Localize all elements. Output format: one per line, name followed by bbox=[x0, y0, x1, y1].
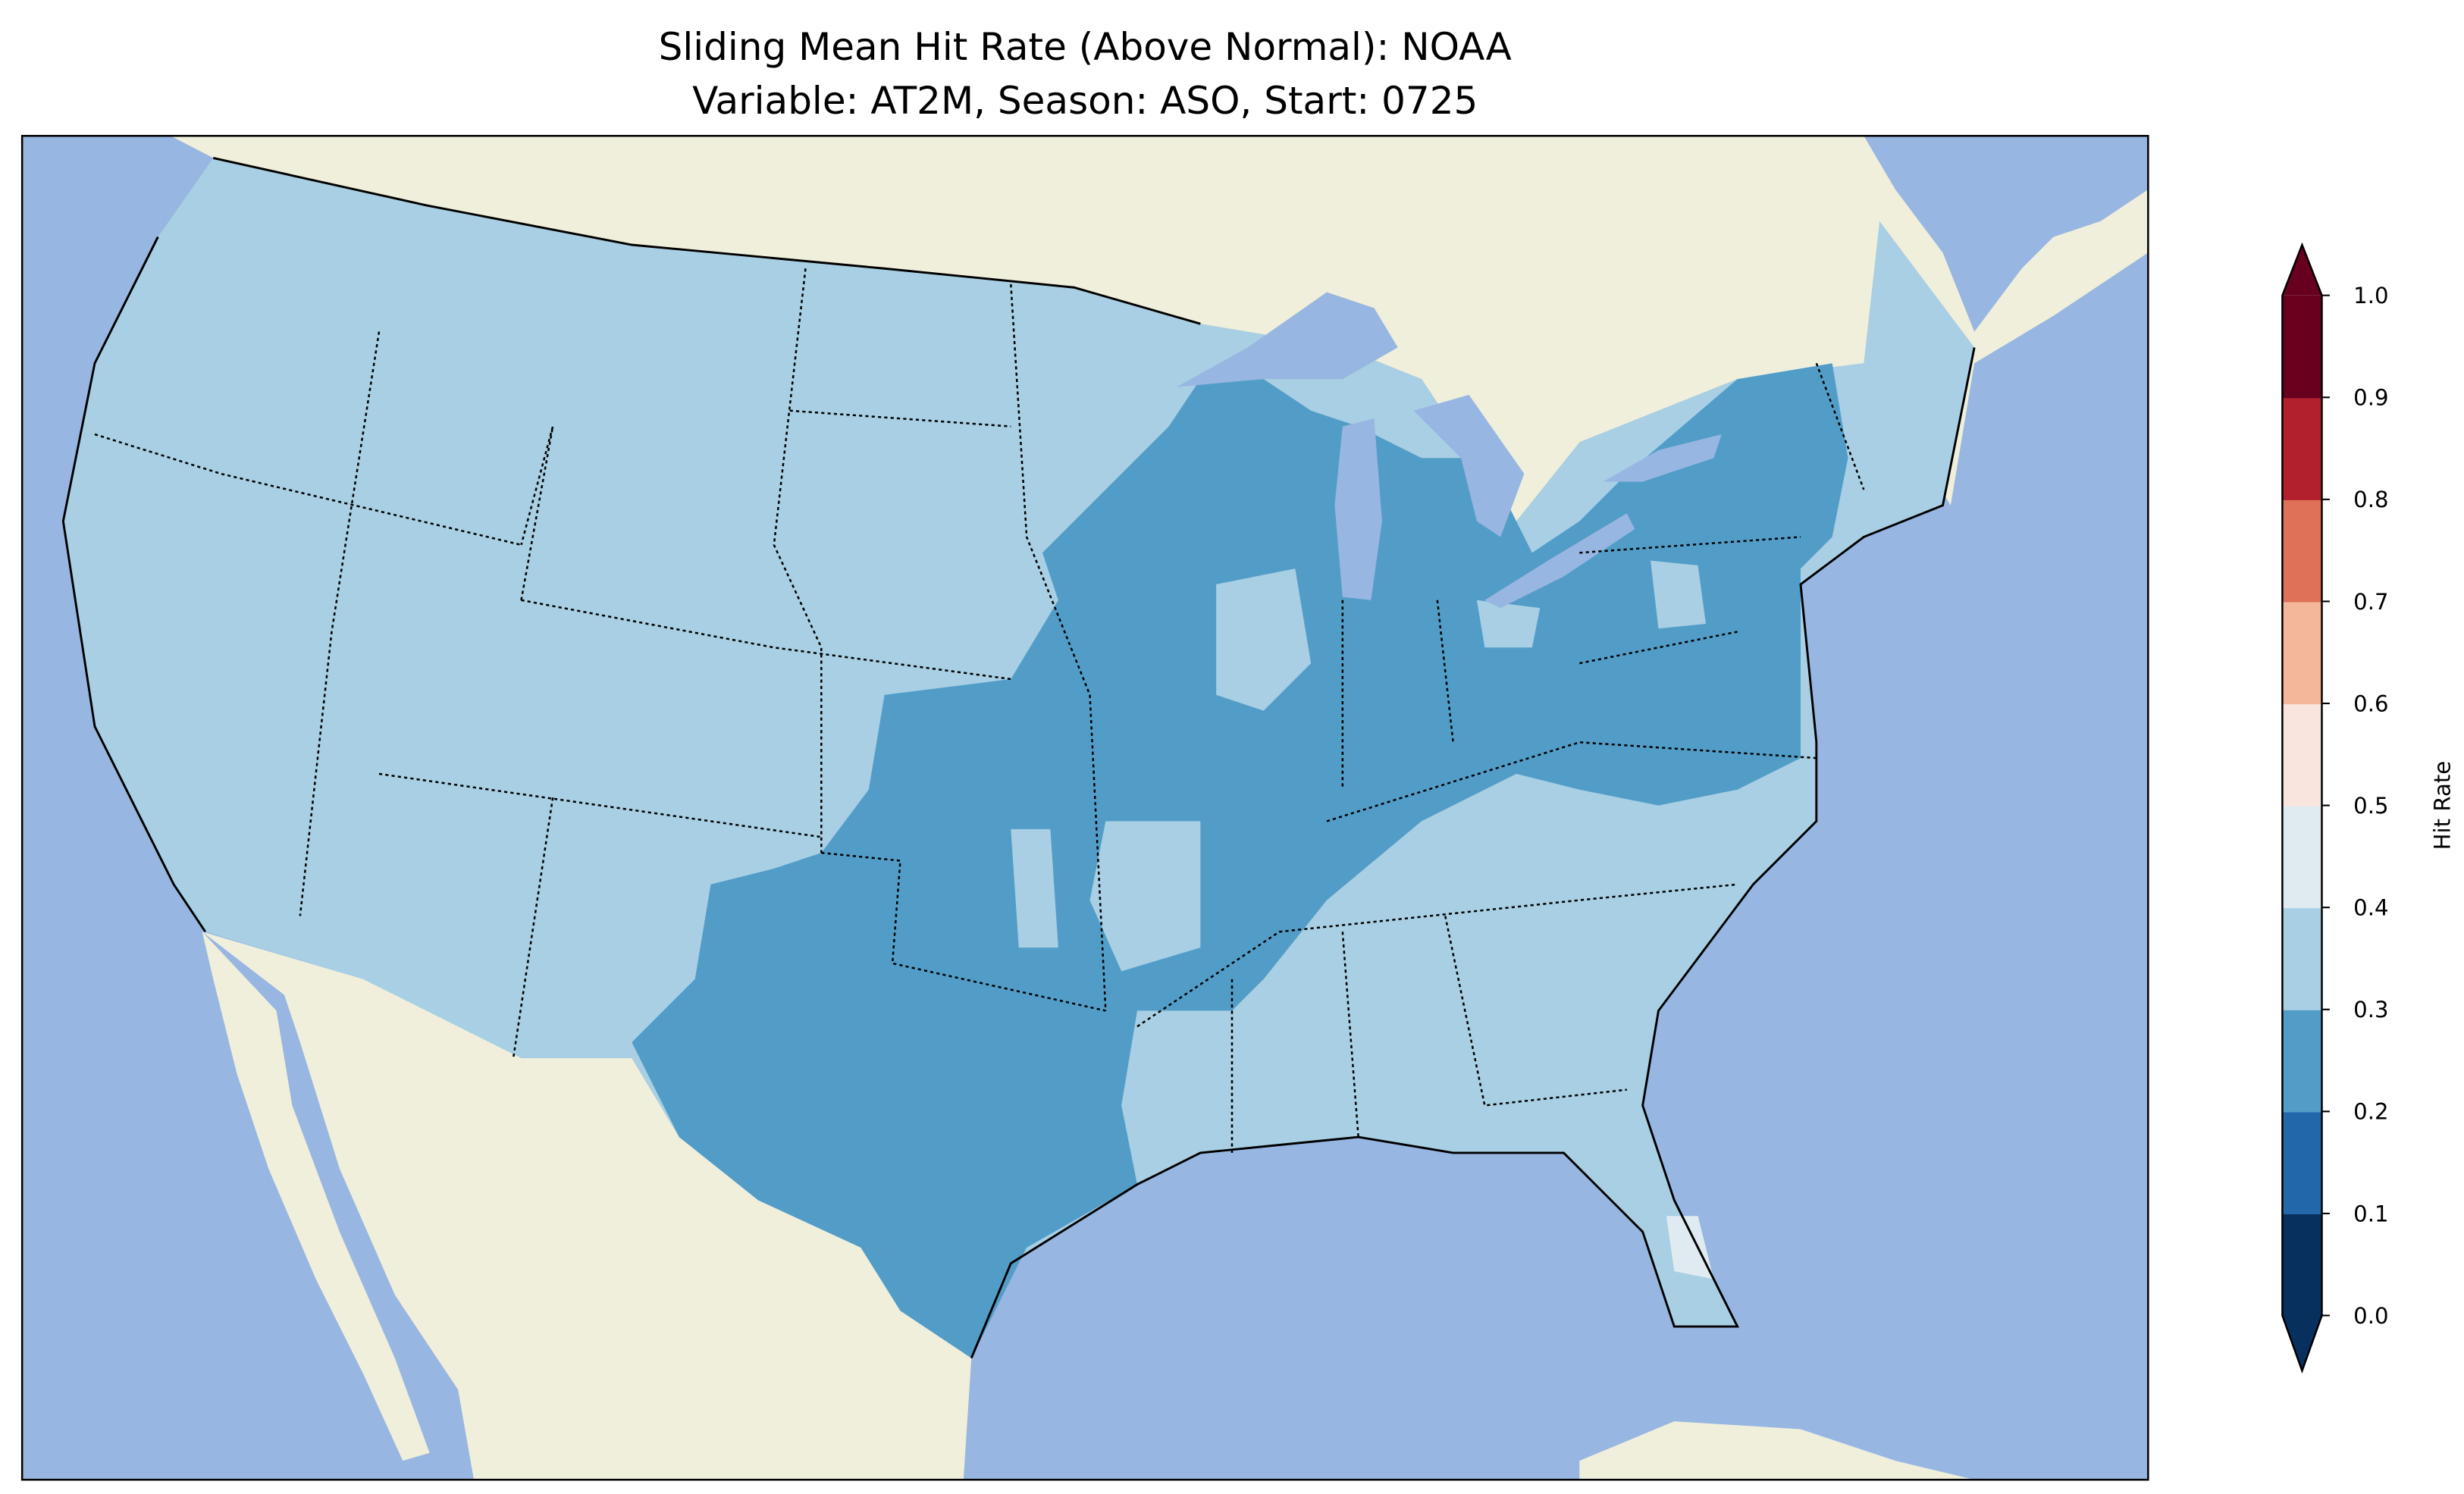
chart-title-line1: Sliding Mean Hit Rate (Above Normal): NO… bbox=[659, 25, 1512, 69]
ohio-light-patch bbox=[1476, 600, 1541, 648]
colorbar-bin bbox=[2282, 499, 2322, 603]
great-lakes bbox=[1177, 292, 1722, 609]
colorbar-bin bbox=[2282, 397, 2322, 500]
colorbar-tick-label: 0.4 bbox=[2353, 895, 2388, 921]
mexico-land bbox=[202, 932, 972, 1480]
colorbar-bin bbox=[2282, 703, 2322, 807]
us-region-dark bbox=[632, 363, 1848, 1358]
state-borders bbox=[94, 268, 1865, 1153]
colorbar-tick-label: 0.1 bbox=[2353, 1201, 2388, 1226]
colorbar-tick-label: 0.0 bbox=[2353, 1303, 2388, 1329]
colorbar-tick-label: 0.6 bbox=[2353, 691, 2388, 716]
colorbar-bin bbox=[2282, 907, 2322, 1010]
colorbar-tick-label: 0.5 bbox=[2353, 793, 2388, 819]
us-north-border bbox=[212, 156, 1201, 325]
colorbar-bin bbox=[2282, 295, 2322, 399]
colorbar-extend-min bbox=[2282, 1315, 2322, 1371]
lake-michigan bbox=[1334, 418, 1382, 600]
colorbar-tick-label: 0.2 bbox=[2353, 1099, 2388, 1125]
lake-huron bbox=[1413, 394, 1525, 537]
colorbar-bin bbox=[2282, 805, 2322, 909]
colorbar-tick-label: 0.3 bbox=[2353, 997, 2388, 1023]
cuba-land bbox=[1579, 1421, 1975, 1480]
lake-superior bbox=[1177, 292, 1398, 387]
baja-peninsula bbox=[202, 932, 430, 1461]
colorbar-bin bbox=[2282, 1009, 2322, 1113]
west-coast bbox=[61, 236, 207, 933]
colorbar-tick-label: 0.8 bbox=[2353, 487, 2388, 512]
colorbar-tick-label: 0.9 bbox=[2353, 385, 2388, 411]
colorbar-tick-label: 0.7 bbox=[2353, 589, 2388, 615]
colorbar-label: Hit Rate bbox=[2429, 761, 2455, 850]
colorbar: 0.0 0.1 0.2 0.3 0.4 0.5 0.6 0.7 0.8 0.9 1.0 bbox=[2281, 242, 2389, 1374]
pa-light-patch bbox=[1651, 560, 1706, 629]
colorbar-extend-max bbox=[2282, 245, 2322, 296]
map-panel bbox=[20, 135, 2149, 1481]
gulf-coast bbox=[970, 347, 1976, 1359]
map-frame bbox=[20, 135, 2149, 1481]
iowa-light-patch bbox=[1216, 568, 1312, 711]
arkansas-light-patch bbox=[1089, 821, 1201, 972]
lake-ontario bbox=[1603, 434, 1722, 482]
canada-land bbox=[171, 136, 2149, 584]
colorbar-bin bbox=[2282, 1213, 2322, 1317]
lake-erie bbox=[1484, 513, 1635, 609]
colorbar-bin bbox=[2282, 1111, 2322, 1214]
chart-title-line2: Variable: AT2M, Season: ASO, Start: 0725 bbox=[692, 79, 1478, 123]
colorbar-tick-label: 1.0 bbox=[2353, 283, 2388, 309]
florida-lighter-patch bbox=[1666, 1216, 1714, 1279]
oklahoma-light-patch bbox=[1011, 828, 1058, 948]
colorbar-bin bbox=[2282, 601, 2322, 705]
